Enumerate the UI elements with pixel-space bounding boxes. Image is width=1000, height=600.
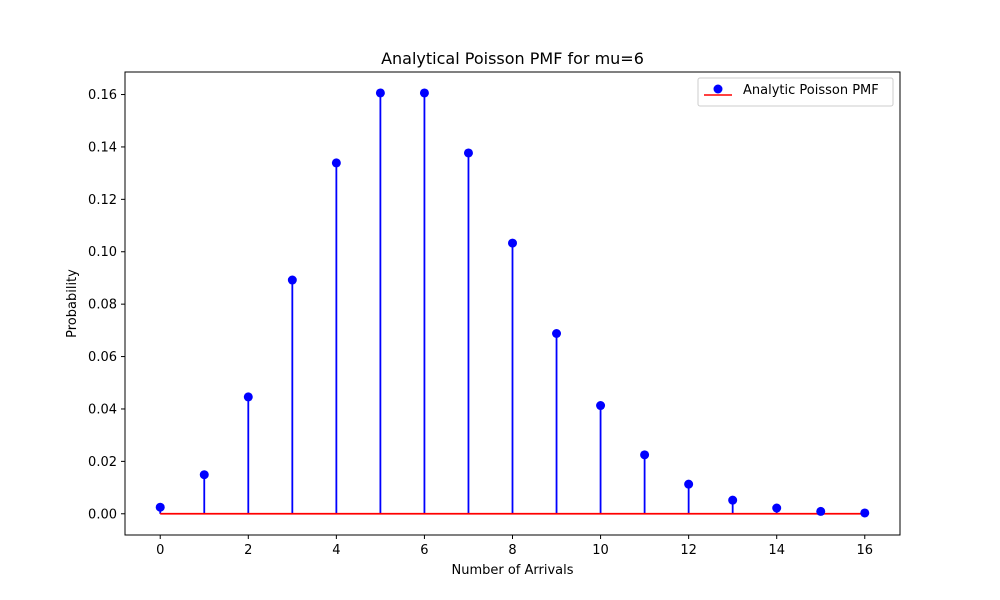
stems-layer: [159, 92, 866, 514]
data-point: [552, 329, 562, 339]
data-point: [596, 401, 606, 411]
x-ticks: 0 2 4 6 8 10 12 14 16: [156, 535, 873, 558]
x-tick-label: 0: [156, 543, 164, 558]
y-ticks: 0.00 0.02 0.04 0.06 0.08 0.10 0.12 0.14 0.16: [88, 88, 125, 522]
y-tick-label: 0.16: [88, 88, 117, 103]
data-point: [463, 148, 473, 158]
data-point: [155, 502, 165, 512]
markers-layer: [155, 88, 870, 518]
y-tick-label: 0.02: [88, 455, 117, 470]
x-tick-label: 16: [856, 543, 873, 558]
x-tick-label: 2: [244, 543, 252, 558]
y-tick-label: 0.06: [88, 350, 117, 365]
data-point: [816, 506, 826, 516]
data-point: [419, 88, 429, 98]
legend: Analytic Poisson PMF: [697, 77, 894, 107]
y-tick-label: 0.08: [88, 298, 117, 313]
x-tick-label: 10: [592, 543, 609, 558]
y-tick-label: 0.04: [88, 402, 117, 417]
x-tick-label: 14: [768, 543, 785, 558]
y-tick-label: 0.10: [88, 245, 117, 260]
data-point: [728, 495, 738, 505]
legend-box: [697, 77, 894, 107]
x-axis-label: Number of Arrivals: [451, 563, 573, 578]
data-point: [860, 508, 870, 518]
data-point: [331, 158, 341, 168]
data-point: [199, 470, 209, 480]
data-point: [772, 503, 782, 513]
y-axis-label: Probability: [65, 269, 80, 338]
y-tick-label: 0.00: [88, 507, 117, 522]
x-tick-label: 4: [332, 543, 340, 558]
data-point: [287, 275, 297, 285]
data-point: [375, 88, 385, 98]
x-tick-label: 6: [420, 543, 428, 558]
data-point: [640, 450, 650, 460]
x-tick-label: 8: [508, 543, 516, 558]
legend-label: Analytic Poisson PMF: [743, 83, 879, 98]
legend-marker-swatch: [713, 84, 723, 94]
chart-title: Analytical Poisson PMF for mu=6: [381, 49, 644, 68]
y-tick-label: 0.14: [88, 140, 117, 155]
y-tick-label: 0.12: [88, 193, 117, 208]
data-point: [243, 392, 253, 402]
data-point: [684, 479, 694, 489]
x-tick-label: 12: [680, 543, 697, 558]
data-point: [508, 238, 517, 248]
